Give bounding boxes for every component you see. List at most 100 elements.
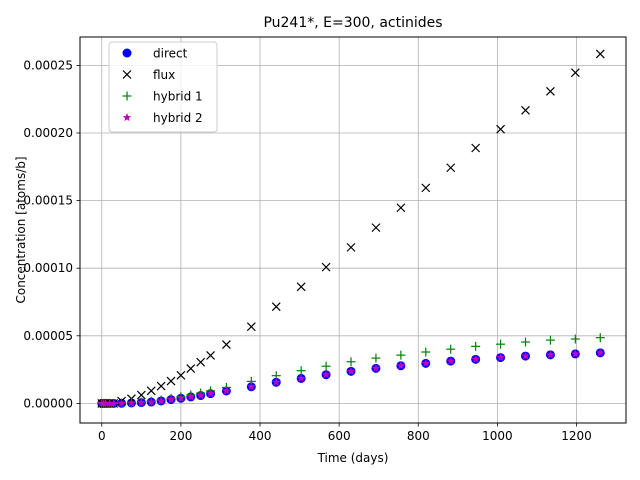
data-point-hybrid-1: [421, 347, 431, 357]
data-point-hybrid-2: [446, 356, 456, 365]
data-point-hybrid-2: [146, 397, 156, 406]
data-point-flux: [471, 143, 481, 153]
x-tick-label: 800: [407, 429, 430, 443]
legend-label-flux: flux: [153, 68, 175, 82]
data-point-hybrid-1: [346, 357, 356, 367]
grid: [80, 37, 626, 423]
data-point-hybrid-2: [296, 373, 306, 383]
data-point-hybrid-2: [196, 391, 205, 400]
data-point-hybrid-2: [571, 349, 580, 358]
x-axis: 0 200 400 600 800 1000 1200: [98, 423, 592, 443]
legend-marker-hybrid-2: [122, 113, 132, 122]
data-point-hybrid-2: [137, 398, 146, 407]
data-point-hybrid-2: [127, 398, 136, 407]
x-marker-stroke: [186, 364, 196, 373]
x-marker-stroke: [136, 390, 146, 400]
data-point-flux: [521, 105, 530, 115]
data-point-hybrid-2: [596, 348, 605, 357]
data-point-flux: [396, 203, 406, 213]
x-marker-stroke: [595, 49, 605, 59]
data-point-flux: [146, 386, 156, 396]
x-marker-stroke: [196, 357, 206, 367]
chart-title: Pu241*, E=300, actinides: [263, 15, 442, 31]
legend-label-direct: direct: [153, 47, 188, 61]
y-axis-label: Concentration [atoms/b]: [14, 156, 28, 303]
x-marker-stroke: [166, 376, 176, 386]
data-point-flux: [321, 262, 331, 272]
data-point-hybrid-1: [371, 353, 381, 363]
series-hybrid-2: [97, 348, 605, 408]
data-point-hybrid-2: [247, 382, 256, 391]
x-marker-stroke: [271, 302, 281, 312]
x-marker-stroke: [296, 282, 306, 292]
x-tick-label: 0: [98, 429, 106, 443]
data-point-hybrid-1: [396, 350, 406, 360]
data-point-flux: [176, 370, 186, 380]
data-point-flux: [296, 282, 306, 292]
data-point-flux: [271, 302, 281, 312]
data-point-flux: [371, 223, 381, 233]
x-marker-stroke: [122, 70, 132, 79]
data-point-hybrid-1: [570, 334, 580, 344]
legend-marker-hybrid-1: [122, 91, 132, 101]
data-point-hybrid-2: [346, 366, 356, 375]
data-point-hybrid-2: [546, 350, 555, 359]
x-marker-stroke: [321, 262, 331, 272]
x-marker-stroke: [421, 183, 431, 193]
data-point-hybrid-2: [156, 396, 166, 405]
data-point-flux: [136, 390, 146, 400]
y-tick-label: 0.00025: [23, 58, 73, 72]
data-point-flux: [221, 340, 231, 350]
data-point-hybrid-2: [206, 389, 215, 398]
x-tick-label: 1200: [561, 429, 592, 443]
x-tick-label: 1000: [482, 429, 513, 443]
data-point-hybrid-2: [371, 363, 381, 373]
data-point-hybrid-2: [321, 370, 331, 379]
x-axis-label: Time (days): [317, 451, 389, 465]
x-marker-stroke: [156, 381, 166, 391]
x-marker-stroke: [371, 223, 381, 233]
plot-frame: [79, 36, 627, 424]
legend-box: [108, 41, 218, 133]
data-point-hybrid-2: [271, 377, 281, 386]
data-point-hybrid-2: [117, 398, 126, 407]
data-point-hybrid-1: [595, 333, 605, 343]
x-marker-stroke: [446, 163, 456, 173]
data-point-hybrid-1: [496, 339, 506, 349]
x-marker-stroke: [146, 386, 156, 396]
y-tick-label: 0.00015: [23, 194, 73, 208]
data-point-flux: [166, 376, 176, 386]
x-tick-label: 400: [249, 429, 272, 443]
data-point-hybrid-2: [222, 386, 231, 395]
x-marker-stroke: [346, 242, 356, 252]
data-point-hybrid-1: [545, 335, 555, 345]
legend-marker-flux: [122, 70, 132, 79]
x-marker-stroke: [206, 350, 215, 360]
x-tick-label: 600: [328, 429, 351, 443]
x-marker-stroke: [546, 86, 555, 96]
y-tick-label: 0.00005: [23, 329, 73, 343]
data-point-flux: [156, 381, 166, 391]
y-tick-label: 0.00020: [23, 126, 73, 140]
legend: direct flux hybrid 1 hybrid 2: [108, 41, 218, 133]
data-point-hybrid-2: [471, 354, 480, 363]
data-point-hybrid-1: [446, 344, 456, 354]
data-point-flux: [496, 124, 506, 134]
data-point-hybrid-1: [296, 366, 306, 376]
x-marker-stroke: [496, 124, 506, 134]
data-point-flux: [206, 350, 215, 360]
y-tick-label: 0.00000: [23, 396, 73, 410]
data-point-flux: [346, 242, 356, 252]
data-point-flux: [421, 183, 431, 193]
data-point-flux: [546, 86, 555, 96]
x-tick-label: 200: [169, 429, 192, 443]
legend-label-hybrid-2: hybrid 2: [153, 111, 203, 125]
x-marker-stroke: [471, 143, 481, 153]
y-tick-label: 0.00010: [23, 261, 73, 275]
x-marker-stroke: [176, 370, 186, 380]
data-point-flux: [186, 364, 196, 373]
data-point-hybrid-2: [396, 361, 406, 370]
x-marker-stroke: [570, 68, 580, 78]
